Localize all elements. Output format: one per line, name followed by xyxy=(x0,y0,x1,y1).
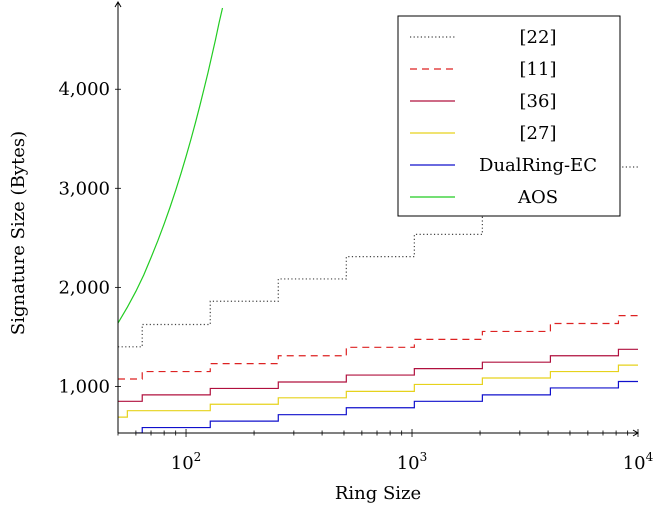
y-tick-label: 4,000 xyxy=(58,79,110,100)
legend-label-22: [22] xyxy=(520,27,557,48)
y-axis-label: Signature Size (Bytes) xyxy=(8,131,29,335)
legend-box xyxy=(397,15,621,217)
tick-labels: 102 103 104 1,000 2,000 3,000 4,000 xyxy=(58,79,653,474)
y-tick-label: 2,000 xyxy=(58,277,110,298)
legend-entries: [22] [11] [36] [27] DualRing-EC AOS xyxy=(410,27,597,208)
axes xyxy=(114,1,639,437)
series-line-27 xyxy=(118,364,638,418)
y-tick-label: 3,000 xyxy=(58,178,110,199)
x-tick-label: 102 xyxy=(171,450,202,474)
y-tick-label: 1,000 xyxy=(58,376,110,397)
series-line-aos xyxy=(118,7,224,324)
legend-label-aos: AOS xyxy=(517,187,558,208)
series-line-36 xyxy=(118,348,638,402)
x-axis-label: Ring Size xyxy=(335,483,421,504)
series-line-dualring-ec xyxy=(135,380,638,433)
y-axis-arrow xyxy=(114,1,122,8)
x-tick-label: 103 xyxy=(397,450,428,474)
legend-label-27: [27] xyxy=(520,123,557,144)
series-line-11 xyxy=(118,315,638,380)
legend-label-11: [11] xyxy=(520,59,557,80)
x-tick-label: 104 xyxy=(623,450,653,474)
legend-label-dualring-ec: DualRing-EC xyxy=(479,155,597,176)
legend-label-36: [36] xyxy=(520,91,557,112)
legend: [22] [11] [36] [27] DualRing-EC AOS xyxy=(397,15,621,217)
